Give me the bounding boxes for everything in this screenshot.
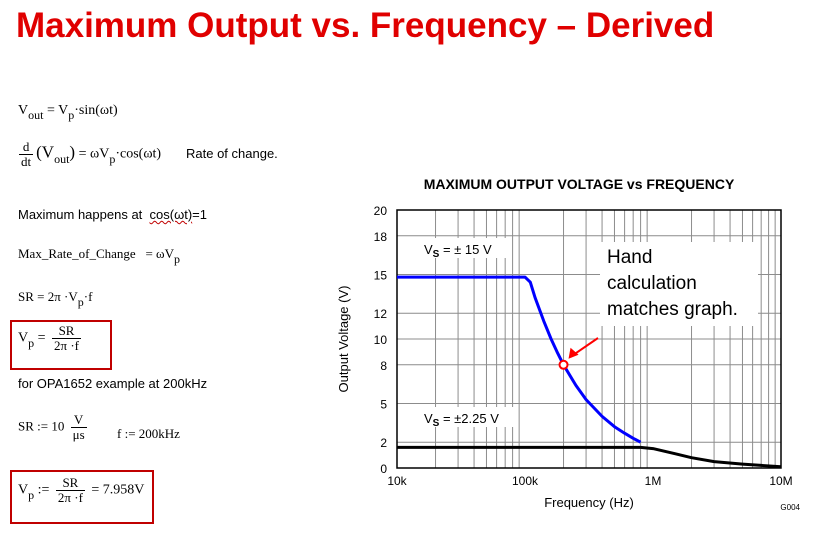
vout-sub: out <box>28 108 44 122</box>
d-num: d <box>19 140 34 155</box>
deriv-rhs-cos: ·cos(ωt) <box>115 146 162 162</box>
annotation-arrow <box>569 337 599 358</box>
x-tick-label: 10M <box>769 474 792 488</box>
vpres-num: SR <box>55 476 85 491</box>
vout-equation: Vout = Vp·sin(ωt) <box>18 103 118 122</box>
srdef-num: V <box>70 413 87 428</box>
vp-result-box <box>10 470 154 524</box>
deriv-rhs-sub: p <box>109 151 116 166</box>
vp-fraction: SR 2π ·f <box>52 324 82 353</box>
sr-lhs: SR = 2π ·V <box>18 289 78 304</box>
d-dt-fraction: d dt <box>19 140 34 169</box>
vp-eq: = <box>37 330 46 346</box>
vp-sub: p <box>28 335 35 350</box>
y-tick-label: 15 <box>374 269 388 283</box>
annotation-line: calculation <box>607 273 697 294</box>
plot-frame <box>396 209 782 469</box>
example-text: for OPA1652 example at 200kHz <box>18 376 208 391</box>
vpres-sub: p <box>28 487 35 502</box>
vp-lhs: V <box>18 330 29 346</box>
chart-title: MAXIMUM OUTPUT VOLTAGE vs FREQUENCY <box>424 176 735 192</box>
srdef-lhs: SR := 10 <box>18 418 65 434</box>
deriv-close: ) <box>69 142 76 162</box>
vp-den: 2π ·f <box>54 338 80 353</box>
plot-area <box>397 210 781 468</box>
max-rate-sub: p <box>173 252 180 266</box>
slide-title: Maximum Output vs. Frequency – Derived <box>16 6 715 45</box>
x-tick-label: 10k <box>387 474 407 488</box>
series-line-1 <box>397 445 782 469</box>
vpres-assign: := <box>37 482 50 498</box>
y-axis-label: Output Voltage (V) <box>336 286 351 393</box>
x-tick-label: 100k <box>512 474 539 488</box>
vout-rhs-sin: ·sin(ωt) <box>74 103 118 118</box>
legend-label-1: VS = ±2.25 V <box>424 411 499 429</box>
rate-of-change-note: Rate of change. <box>186 146 278 161</box>
vp-formula: Vp = SR 2π ·f <box>18 324 84 353</box>
annotation-bg <box>600 242 758 326</box>
deriv-rhs: = ωV <box>78 146 110 162</box>
dt-den: dt <box>21 154 32 169</box>
legend-bg-15v <box>418 238 510 258</box>
max-happens-label: Maximum happens at <box>18 207 143 222</box>
y-tick-label: 20 <box>374 204 388 218</box>
x-tick-label: 1M <box>645 474 662 488</box>
legend-label-0: VS = ± 15 V <box>424 242 492 260</box>
y-tick-label: 8 <box>380 359 387 373</box>
vout-rhs: = V <box>46 103 69 118</box>
deriv-sub: out <box>54 151 70 166</box>
vout-rhs-sub: p <box>68 108 75 122</box>
sr-f: ·f <box>83 289 93 304</box>
deriv-open: (V <box>36 142 55 162</box>
figure-code: G004 <box>780 503 800 512</box>
y-tick-label: 10 <box>374 333 388 347</box>
annotation-point-marker <box>558 359 569 370</box>
vp-result: Vp := SR 2π ·f = 7.958V <box>18 476 144 505</box>
max-cos: cos(ωt) <box>149 207 193 222</box>
annotation-arrowhead <box>568 347 579 359</box>
y-tick-label: 2 <box>380 436 387 450</box>
srdef-den: μs <box>72 427 85 442</box>
x-axis-label: Frequency (Hz) <box>544 495 634 510</box>
vpres-den: 2π ·f <box>57 490 83 505</box>
slew-rate-equation: SR = 2π ·Vp·f <box>18 289 93 309</box>
max-eq: =1 <box>192 207 207 222</box>
sr-sub: p <box>77 295 84 309</box>
y-tick-label: 18 <box>374 230 388 244</box>
f-definition: f := 200kHz <box>117 426 180 441</box>
max-rate-lhs: Max_Rate_of_Change <box>18 246 136 261</box>
legend-bg-225v <box>418 407 516 427</box>
annotation-line: Hand <box>607 247 652 268</box>
max-happens-text: Maximum happens at cos(ωt)=1 <box>18 207 207 222</box>
vpres-result-value: = 7.958V <box>91 482 145 498</box>
vpres-fraction: SR 2π ·f <box>55 476 85 505</box>
annotation-line: matches graph. <box>607 299 738 320</box>
series-line-0 <box>397 275 642 444</box>
derivative-equation: d dt (Vout) = ωVp·cos(ωt) <box>16 140 161 169</box>
vpres-lhs: V <box>18 482 29 498</box>
y-tick-label: 5 <box>380 398 387 412</box>
max-rate-equation: Max_Rate_of_Change = ωVp <box>18 246 180 266</box>
vp-formula-box <box>10 320 112 370</box>
vout-lhs: V <box>18 103 29 118</box>
max-rate-rhs: = ωV <box>145 246 174 261</box>
vp-num: SR <box>52 324 82 339</box>
y-tick-label: 12 <box>374 307 388 321</box>
y-tick-label: 0 <box>380 462 387 476</box>
